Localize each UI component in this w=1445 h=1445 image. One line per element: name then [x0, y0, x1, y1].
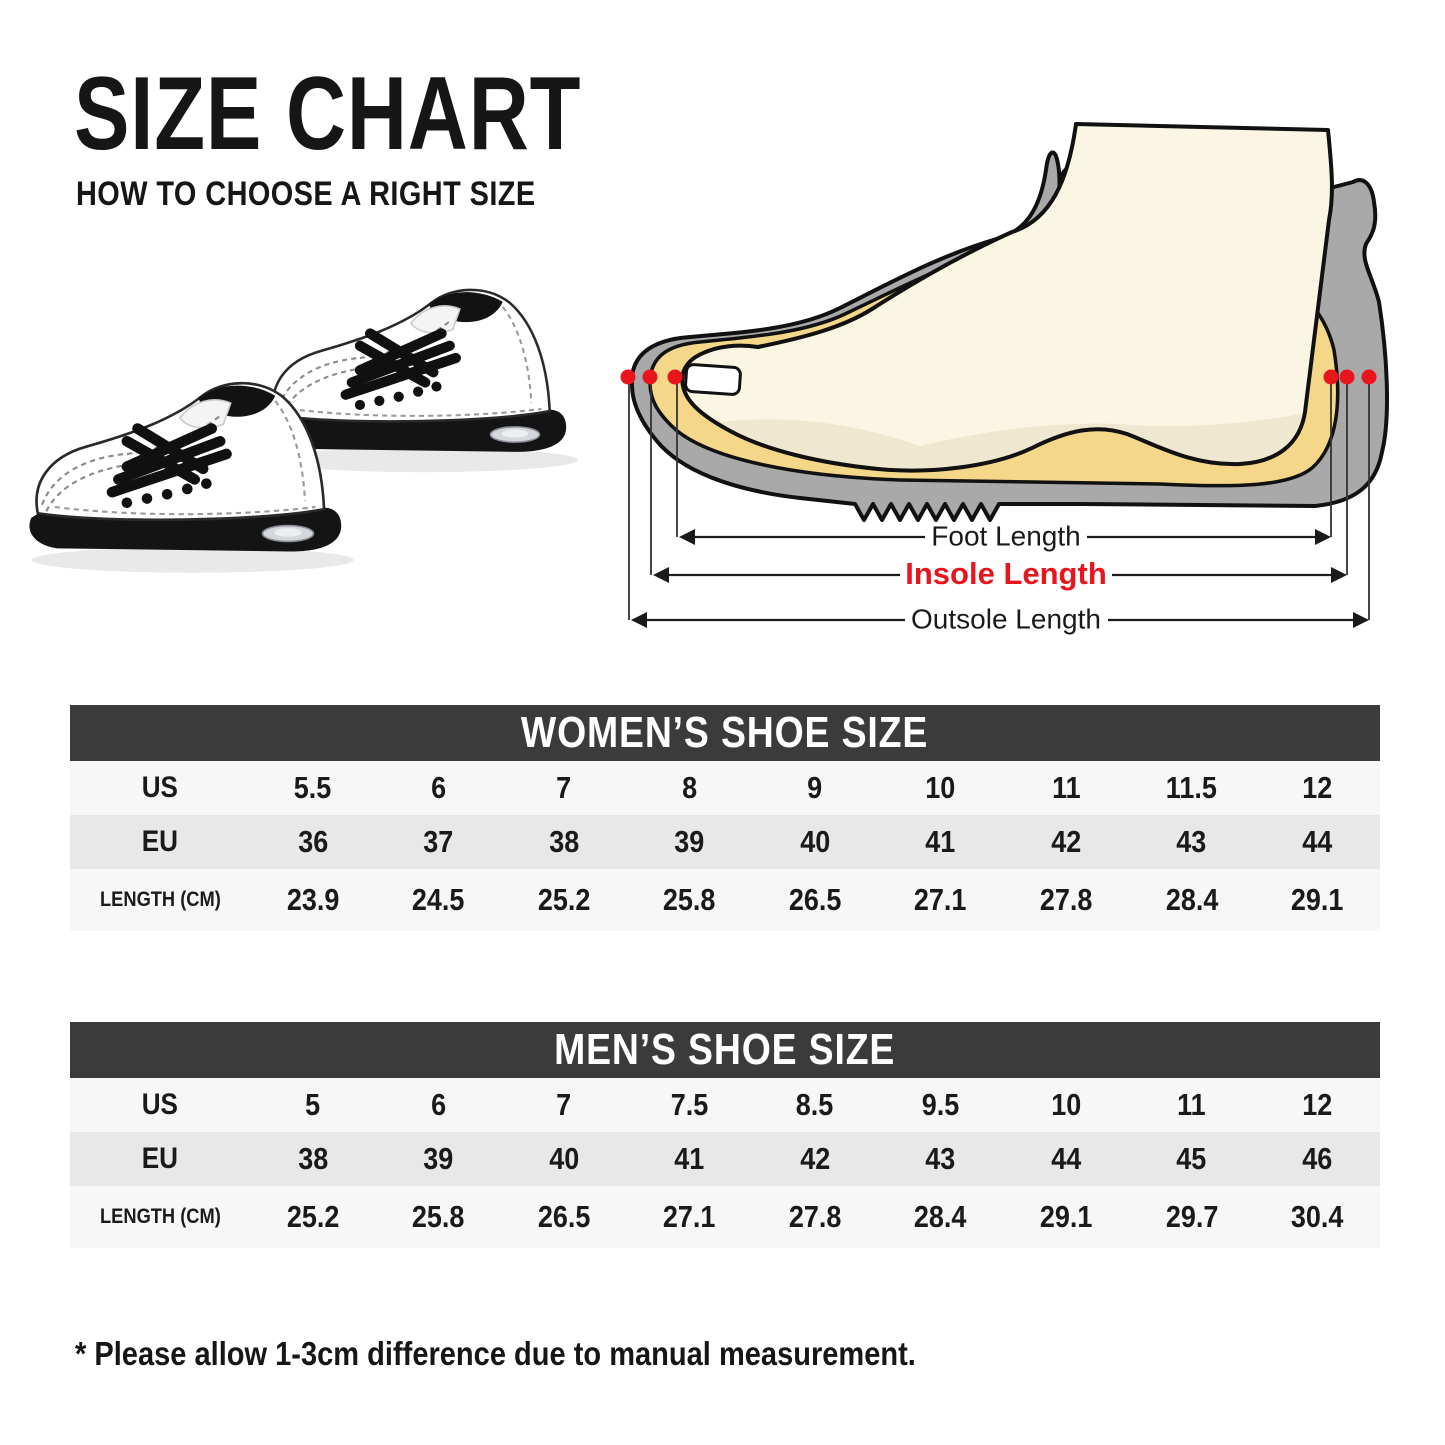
arrowhead [1331, 567, 1347, 583]
row-label: LENGTH (CM) [99, 1205, 221, 1228]
size-value-cell: 38 [548, 824, 579, 859]
guide-lines [628, 384, 1370, 620]
arrowhead [1353, 612, 1369, 628]
size-value-cell: 12 [1302, 1087, 1333, 1122]
arrowhead [679, 529, 695, 545]
size-value-cell: 38 [297, 1141, 328, 1176]
table-title: MEN’S SHOE SIZE [554, 1025, 896, 1074]
arrowhead [631, 612, 647, 628]
foot-shade [682, 408, 1332, 471]
foot-outline [680, 122, 1334, 473]
size-value-cell: 8.5 [796, 1087, 834, 1122]
table-row-us: US 5.5 6 7 8 9 10 11 11.5 12 [70, 761, 1380, 815]
size-value-cell: 25.2 [286, 1199, 340, 1234]
size-value-cell: 43 [1176, 824, 1207, 859]
size-value-cell: 7.5 [670, 1087, 709, 1122]
sneakers-illustration [15, 250, 615, 590]
size-value-cell: 40 [548, 1141, 579, 1176]
size-value-cell: 23.9 [286, 882, 340, 917]
size-value-cell: 44 [1302, 824, 1333, 859]
size-value-cell: 41 [925, 824, 956, 859]
size-value-cell: 40 [800, 824, 831, 859]
size-value-cell: 6 [430, 1087, 446, 1122]
mens-size-table: MEN’S SHOE SIZE US 5 6 7 7.5 8.5 9.5 10 11 12 EU 38 3… [70, 1022, 1380, 1248]
size-value-cell: 29.1 [1039, 1199, 1093, 1234]
foot-shape [682, 124, 1332, 471]
arrowhead [653, 567, 669, 583]
toenail [684, 363, 742, 396]
size-value-cell: 9.5 [921, 1087, 960, 1122]
size-value-cell: 11 [1177, 1087, 1206, 1122]
row-label: EU [141, 825, 179, 858]
row-label: US [141, 1088, 179, 1121]
size-value-cell: 27.1 [663, 1199, 716, 1234]
womens-size-table: WOMEN’S SHOE SIZE US 5.5 6 7 8 9 10 11 11.5 12 EU 36… [70, 705, 1380, 931]
size-value-cell: 12 [1302, 770, 1333, 805]
table-row-eu: EU 38 39 40 41 42 43 44 45 46 [70, 1132, 1380, 1186]
footnote: * Please allow 1-3cm difference due to m… [75, 1335, 916, 1372]
size-value-cell: 25.2 [537, 882, 591, 917]
table-row-length-cm: LENGTH (CM) 25.2 25.8 26.5 27.1 27.8 28.4 29.1 2… [70, 1186, 1380, 1248]
size-value-cell: 28.4 [914, 1199, 967, 1234]
size-value-cell: 26.5 [788, 882, 842, 917]
sneakers-photo [15, 250, 615, 590]
foot-length-label: Foot Length [931, 520, 1080, 551]
size-value-cell: 5.5 [294, 770, 332, 805]
size-value-cell: 27.8 [788, 1199, 842, 1234]
page-title: SIZE CHART [74, 56, 582, 172]
size-value-cell: 28.4 [1165, 882, 1218, 917]
size-value-cell: 29.7 [1165, 1199, 1218, 1234]
insole-length-label: Insole Length [905, 556, 1107, 591]
table-title-bar: MEN’S SHOE SIZE [70, 1022, 1380, 1078]
size-value-cell: 8 [681, 770, 697, 805]
size-value-cell: 25.8 [663, 882, 716, 917]
arrowhead [1315, 529, 1331, 545]
size-value-cell: 27.8 [1039, 882, 1093, 917]
size-value-cell: 45 [1176, 1141, 1207, 1176]
size-value-cell: 25.8 [412, 1199, 465, 1234]
size-value-cell: 24.5 [412, 882, 465, 917]
size-value-cell: 39 [423, 1141, 454, 1176]
size-value-cell: 29.1 [1291, 882, 1344, 917]
size-value-cell: 10 [925, 770, 956, 805]
size-value-cell: 42 [800, 1141, 831, 1176]
table-row-length-cm: LENGTH (CM) 23.9 24.5 25.2 25.8 26.5 27.1 27.8 2… [70, 869, 1380, 931]
size-value-cell: 26.5 [537, 1199, 591, 1234]
size-value-cell: 42 [1051, 824, 1082, 859]
foot-measure-diagram: Foot Length Insole Length Outsole Length [600, 90, 1420, 650]
size-value-cell: 6 [430, 770, 446, 805]
size-value-cell: 11 [1051, 770, 1081, 805]
size-value-cell: 11.5 [1166, 770, 1218, 805]
measure-dots [620, 369, 1377, 385]
row-label: LENGTH (CM) [99, 888, 221, 911]
size-value-cell: 5 [305, 1087, 321, 1122]
size-value-cell: 36 [297, 824, 328, 859]
table-row-eu: EU 36 37 38 39 40 41 42 43 44 [70, 815, 1380, 869]
size-value-cell: 37 [423, 824, 454, 859]
size-value-cell: 7 [556, 770, 572, 805]
outsole-length-label: Outsole Length [911, 603, 1101, 634]
size-value-cell: 10 [1051, 1087, 1082, 1122]
size-value-cell: 9 [807, 770, 823, 805]
row-label: EU [141, 1142, 179, 1175]
size-value-cell: 46 [1302, 1141, 1333, 1176]
size-value-cell: 30.4 [1291, 1199, 1344, 1234]
row-label: US [141, 771, 179, 804]
size-value-cell: 41 [674, 1141, 705, 1176]
size-value-cell: 44 [1051, 1141, 1082, 1176]
table-title: WOMEN’S SHOE SIZE [521, 708, 929, 757]
size-value-cell: 39 [674, 824, 705, 859]
table-title-bar: WOMEN’S SHOE SIZE [70, 705, 1380, 761]
table-row-us: US 5 6 7 7.5 8.5 9.5 10 11 12 [70, 1078, 1380, 1132]
size-value-cell: 7 [556, 1087, 572, 1122]
size-value-cell: 43 [925, 1141, 956, 1176]
page-subtitle: HOW TO CHOOSE A RIGHT SIZE [76, 175, 536, 213]
size-value-cell: 27.1 [914, 882, 967, 917]
